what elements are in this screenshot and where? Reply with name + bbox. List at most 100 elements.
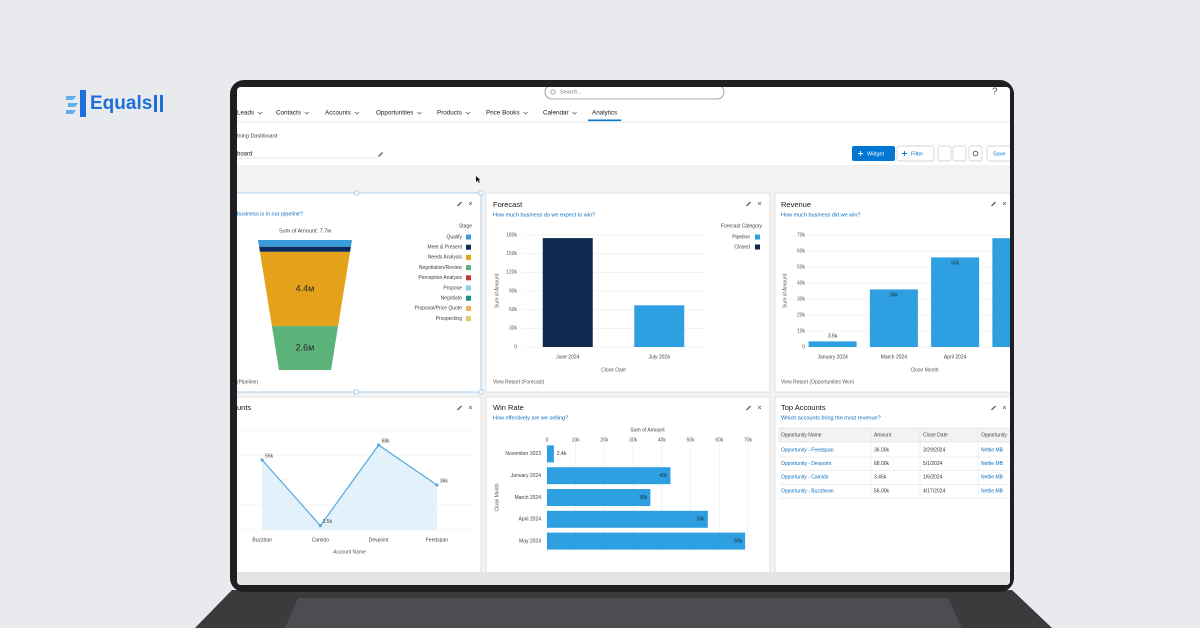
table-cell[interactable]: Opportunity - Devpoint	[781, 461, 832, 467]
filter-label: Filter	[911, 151, 923, 157]
x-tick-label: 40k	[658, 437, 667, 443]
widget-panel	[485, 192, 771, 393]
nav-chevron	[417, 111, 422, 115]
data-label: 36k	[890, 293, 899, 299]
nav-item[interactable]: Contacts	[276, 110, 301, 117]
close-icon[interactable]	[1002, 405, 1007, 410]
edit-icon[interactable]	[991, 405, 996, 411]
table-cell[interactable]: Nettie MB	[981, 475, 1004, 481]
legend-swatch	[466, 305, 471, 311]
nav-item[interactable]: Price Books	[486, 110, 520, 117]
edit-icon[interactable]	[746, 405, 751, 411]
icon-button[interactable]	[937, 145, 952, 162]
edit-icon[interactable]	[457, 405, 462, 411]
nav-item[interactable]: Products	[437, 110, 462, 117]
widget-panel	[774, 396, 1010, 576]
x-tick-label: 0	[546, 437, 549, 443]
app: Search... ? Leads Contacts Accounts Opportuni…	[237, 85, 1017, 585]
x-tick-label: Feedspan	[426, 537, 448, 543]
nav-item[interactable]: Accounts	[325, 110, 351, 117]
legend-swatch	[755, 234, 760, 240]
search-box[interactable]	[544, 85, 725, 100]
icon-button[interactable]	[952, 145, 967, 162]
nav-chevron	[523, 111, 528, 115]
nav-chevron	[354, 111, 360, 115]
table-cell[interactable]: Nettie MB	[981, 447, 1004, 453]
keyboard	[285, 598, 962, 628]
close-icon[interactable]	[468, 405, 473, 410]
widget-button[interactable]	[852, 146, 895, 161]
edit-icon[interactable]	[457, 201, 462, 207]
chart-title: Win Rate	[493, 403, 524, 412]
column-header: Amount	[874, 432, 892, 438]
bar	[869, 289, 918, 347]
chart-subtitle: business is in our pipeline?	[237, 211, 303, 217]
funnel-segment	[258, 240, 352, 247]
x-tick-label: Camido	[312, 537, 329, 543]
nav-item[interactable]: Leads	[237, 110, 254, 117]
table-cell[interactable]: Opportunity - Feedspan	[781, 447, 834, 453]
x-tick-label: Buzzban	[252, 537, 272, 543]
edit-icon[interactable]	[991, 201, 996, 207]
legend-label: Proposal/Price Quote	[414, 306, 462, 312]
nav-item[interactable]: Opportunities	[376, 110, 413, 117]
table-cell[interactable]: Opportunity - Buzzbean	[781, 488, 834, 494]
y-axis-label: Sum of Amount	[782, 273, 788, 308]
y-tick-label: 60k	[509, 307, 518, 313]
edit-icon[interactable]	[746, 201, 751, 207]
legend-swatch	[755, 244, 760, 250]
y-tick-label: 0	[514, 344, 517, 350]
icon-button[interactable]	[968, 145, 983, 162]
table-cell[interactable]: Nettie MB	[981, 461, 1004, 467]
breadcrumb: tning Dashboard	[237, 133, 277, 139]
data-label: 36k	[639, 495, 648, 501]
legend-label: Perception Analysis	[418, 275, 462, 281]
x-tick-label: July 2024	[649, 354, 671, 360]
y-tick-label: May 2024	[519, 538, 541, 544]
bar	[634, 305, 685, 347]
nav-item[interactable]: Calendar	[543, 110, 569, 117]
resize-handle	[354, 389, 359, 395]
legend-title: Forecast Category	[721, 223, 763, 229]
filter-button[interactable]	[896, 145, 935, 162]
bar	[547, 467, 671, 485]
close-icon[interactable]	[468, 201, 473, 206]
cursor	[476, 176, 481, 183]
table-header	[778, 427, 1010, 443]
legend-label: Needs Analysis	[428, 255, 463, 261]
y-tick-label: 30k	[797, 296, 806, 302]
legend-label: Closed	[734, 244, 750, 250]
data-label: 2.4k	[557, 451, 567, 457]
save-button[interactable]	[986, 145, 1017, 162]
y-tick-label: 70k	[797, 232, 806, 238]
data-label: 3.5k	[828, 334, 838, 340]
search-placeholder: Search...	[560, 89, 582, 95]
resize-handle	[478, 190, 484, 196]
legend-label: Propose	[443, 285, 462, 291]
table-cell[interactable]: Opportunity - Camido	[781, 475, 829, 481]
table-cell[interactable]: Nettie MB	[981, 488, 1004, 494]
chart-title: Forecast	[493, 200, 523, 209]
bar	[542, 238, 593, 347]
close-icon[interactable]	[757, 405, 762, 410]
x-tick-label: January 2024	[817, 354, 848, 360]
y-tick-label: 90k	[509, 288, 518, 294]
logo-text: Equals	[90, 93, 152, 114]
column-header: Opportunity	[981, 432, 1007, 438]
edit-icon	[378, 152, 383, 157]
legend-title: Stage	[459, 223, 472, 229]
bar	[547, 510, 708, 528]
logo-mark	[80, 90, 86, 117]
nav-item[interactable]: Analytics	[592, 110, 617, 117]
help-icon[interactable]: ?	[992, 87, 998, 98]
y-tick-label: November 2023	[505, 451, 541, 457]
y-tick-label: 50k	[797, 264, 806, 270]
x-tick-label: 30k	[629, 437, 638, 443]
close-icon[interactable]	[757, 201, 762, 206]
legend-label: Meet & Present	[428, 245, 463, 251]
table-subtitle: Which accounts bring the most revenue?	[781, 415, 881, 421]
close-icon[interactable]	[1002, 201, 1007, 206]
x-tick-label: March 2024	[881, 354, 908, 360]
chart-footer: (Pipeline)	[237, 379, 258, 385]
